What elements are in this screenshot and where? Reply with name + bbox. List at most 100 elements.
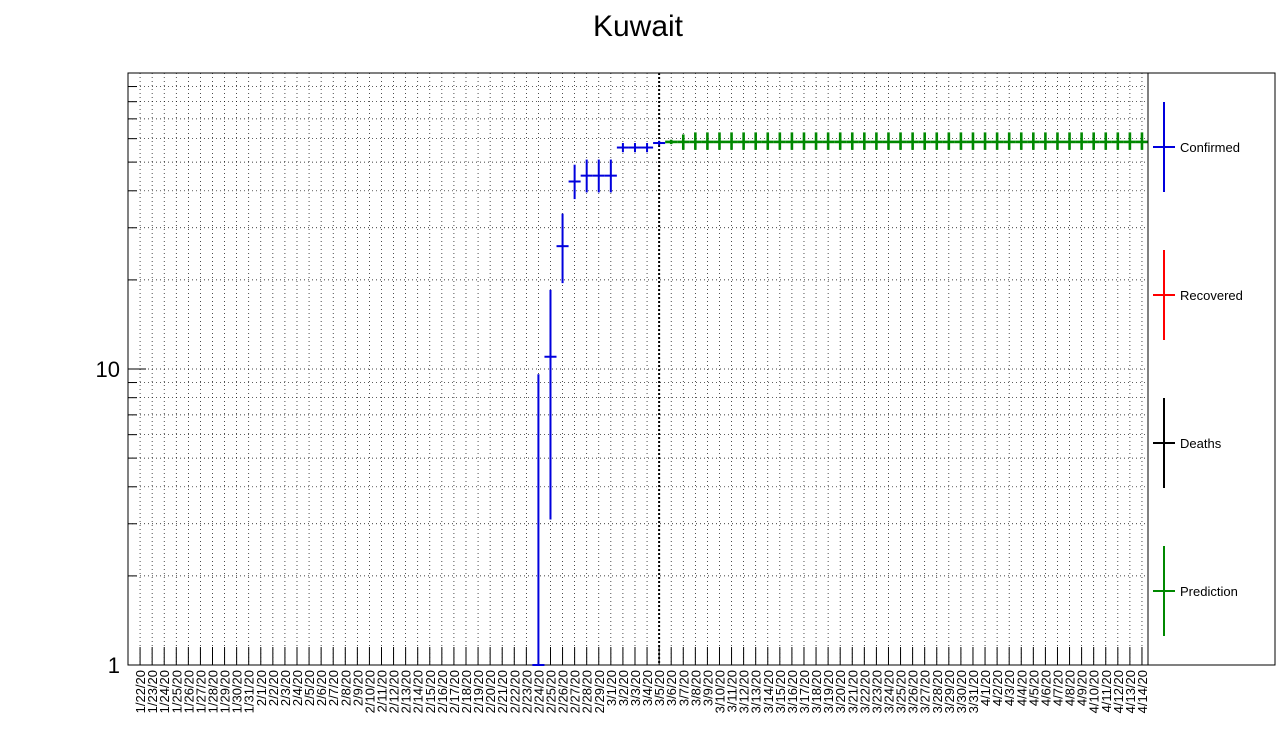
x-tick-label: 3/11/20 [725, 670, 740, 712]
x-tick-label: 2/18/20 [459, 670, 474, 713]
x-tick-label: 1/30/20 [230, 670, 245, 713]
x-tick-label: 4/13/20 [1123, 670, 1138, 713]
x-tick-label: 4/10/20 [1087, 670, 1102, 713]
legend-item: Prediction [1153, 546, 1238, 636]
x-tick-label: 3/30/20 [954, 670, 969, 713]
x-tick-label: 3/15/20 [773, 670, 788, 713]
x-tick-label: 3/14/20 [761, 670, 776, 713]
x-tick-label: 2/2/20 [266, 670, 281, 706]
x-tick-label: 4/9/20 [1075, 670, 1090, 706]
legend-item: Deaths [1153, 398, 1222, 488]
x-tick-label: 1/27/20 [193, 670, 208, 713]
x-tick-label: 2/12/20 [387, 670, 402, 713]
x-tick-label: 3/19/20 [821, 670, 836, 713]
legend-item: Recovered [1153, 250, 1243, 340]
x-tick-label: 4/7/20 [1050, 670, 1065, 706]
x-tick-label: 1/29/20 [218, 670, 233, 713]
x-tick-label: 3/10/20 [712, 670, 727, 713]
x-tick-label: 2/7/20 [326, 670, 341, 706]
x-tick-label: 3/27/20 [918, 670, 933, 713]
x-tick-label: 3/24/20 [881, 670, 896, 713]
x-tick-label: 2/10/20 [362, 670, 377, 713]
axes: 1101/22/201/23/201/24/201/25/201/26/201/… [96, 86, 1150, 713]
x-tick-label: 3/28/20 [930, 670, 945, 713]
x-tick-label: 2/26/20 [556, 670, 571, 713]
legend-label: Prediction [1180, 584, 1238, 599]
x-tick-label: 2/3/20 [278, 670, 293, 706]
x-tick-label: 4/2/20 [990, 670, 1005, 706]
x-tick-label: 2/6/20 [314, 670, 329, 706]
x-tick-label: 4/3/20 [1002, 670, 1017, 706]
plot-frame [127, 72, 1149, 666]
x-tick-label: 2/14/20 [411, 670, 426, 713]
x-tick-label: 2/16/20 [435, 670, 450, 713]
x-tick-label: 2/22/20 [507, 670, 522, 713]
x-tick-label: 3/29/20 [942, 670, 957, 713]
x-tick-label: 2/29/20 [592, 670, 607, 713]
x-tick-label: 3/22/20 [857, 670, 872, 713]
x-tick-label: 1/22/20 [133, 670, 148, 713]
x-tick-label: 3/20/20 [833, 670, 848, 713]
x-tick-label: 2/21/20 [495, 670, 510, 713]
x-tick-label: 2/28/20 [580, 670, 595, 713]
x-tick-label: 4/12/20 [1111, 670, 1126, 713]
legend-label: Recovered [1180, 288, 1243, 303]
x-tick-label: 2/4/20 [290, 670, 305, 706]
x-tick-label: 3/26/20 [906, 670, 921, 713]
x-tick-label: 3/3/20 [628, 670, 643, 706]
legend-label: Confirmed [1180, 140, 1240, 155]
x-tick-label: 1/23/20 [145, 670, 160, 713]
x-tick-label: 1/24/20 [157, 670, 172, 713]
y-tick-label: 1 [108, 653, 120, 678]
x-tick-label: 2/17/20 [447, 670, 462, 713]
x-tick-label: 2/20/20 [483, 670, 498, 713]
x-tick-label: 1/26/20 [181, 670, 196, 713]
x-tick-label: 3/17/20 [797, 670, 812, 713]
x-tick-label: 2/1/20 [254, 670, 269, 706]
x-tick-label: 3/31/20 [966, 670, 981, 713]
x-tick-label: 1/25/20 [169, 670, 184, 713]
x-tick-label: 3/5/20 [652, 670, 667, 706]
x-tick-label: 2/23/20 [519, 670, 534, 713]
legend-label: Deaths [1180, 436, 1222, 451]
x-tick-label: 4/11/20 [1099, 670, 1114, 712]
chart-title: Kuwait [593, 10, 684, 43]
x-tick-label: 2/24/20 [531, 670, 546, 713]
x-tick-label: 2/15/20 [423, 670, 438, 713]
y-tick-label: 10 [96, 357, 120, 382]
x-tick-label: 2/13/20 [399, 670, 414, 713]
x-tick-label: 3/4/20 [640, 670, 655, 706]
x-tick-label: 3/8/20 [688, 670, 703, 706]
x-tick-label: 2/19/20 [471, 670, 486, 713]
legend-item: Confirmed [1153, 102, 1240, 192]
data-marks [532, 73, 1148, 666]
x-tick-label: 3/9/20 [700, 670, 715, 706]
x-tick-label: 4/5/20 [1026, 670, 1041, 706]
x-tick-label: 2/5/20 [302, 670, 317, 706]
x-tick-label: 3/1/20 [604, 670, 619, 706]
x-tick-label: 4/4/20 [1014, 670, 1029, 706]
x-tick-label: 3/7/20 [676, 670, 691, 706]
x-tick-label: 3/25/20 [894, 670, 909, 713]
x-tick-label: 4/8/20 [1063, 670, 1078, 706]
x-tick-label: 2/11/20 [374, 670, 389, 712]
legend-box [1147, 72, 1276, 666]
x-tick-label: 3/13/20 [749, 670, 764, 713]
x-tick-label: 3/21/20 [845, 670, 860, 713]
x-tick-label: 4/1/20 [978, 670, 993, 706]
x-tick-label: 3/18/20 [809, 670, 824, 713]
x-tick-label: 1/31/20 [242, 670, 257, 713]
x-tick-label: 4/14/20 [1135, 670, 1150, 713]
x-tick-label: 2/8/20 [338, 670, 353, 706]
x-tick-label: 3/23/20 [869, 670, 884, 713]
x-tick-label: 2/25/20 [543, 670, 558, 713]
x-tick-label: 2/9/20 [350, 670, 365, 706]
x-tick-label: 4/6/20 [1038, 670, 1053, 706]
x-tick-label: 3/6/20 [664, 670, 679, 706]
x-tick-label: 2/27/20 [568, 670, 583, 713]
x-tick-label: 3/12/20 [737, 670, 752, 713]
legend: Confirmed Recovered Deaths Prediction [1153, 102, 1243, 636]
x-tick-label: 1/28/20 [205, 670, 220, 713]
x-tick-label: 3/2/20 [616, 670, 631, 706]
